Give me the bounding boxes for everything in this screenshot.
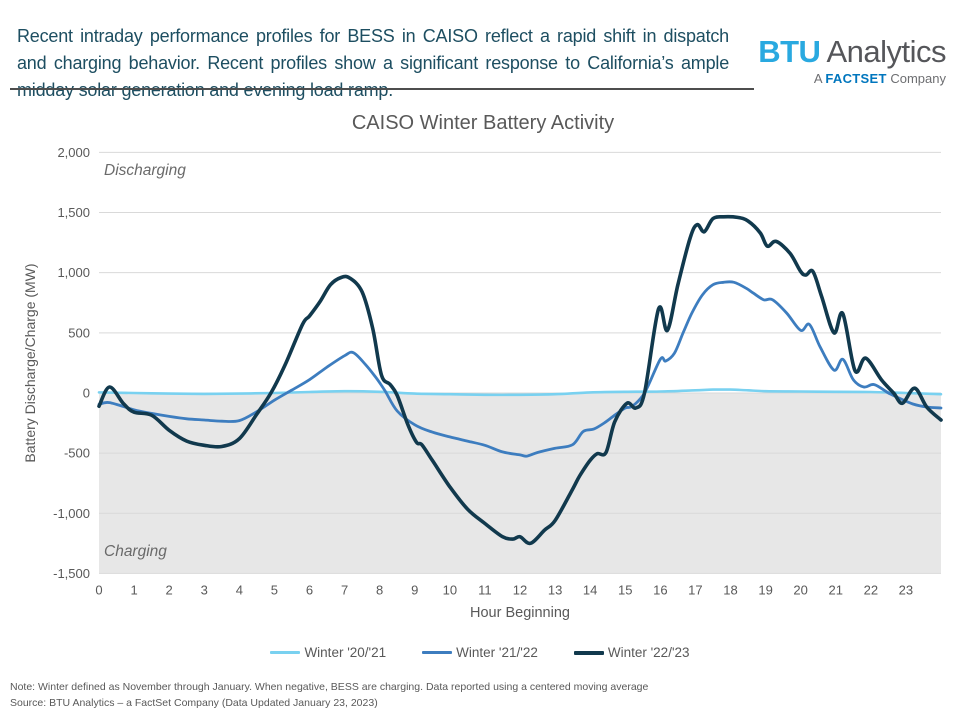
- x-tick-label: 12: [513, 582, 527, 597]
- legend-item-winter-21-22: Winter '21/'22: [422, 645, 538, 660]
- y-axis-title: Battery Discharge/Charge (MW): [22, 263, 38, 463]
- legend-swatch-icon: [270, 651, 301, 654]
- x-tick-label: 22: [864, 582, 878, 597]
- series-line-winter-20-21: [97, 388, 943, 397]
- x-tick-label: 1: [130, 582, 137, 597]
- footer-note: Note: Winter defined as November through…: [10, 681, 649, 693]
- legend-swatch-icon: [573, 650, 604, 655]
- x-tick-label: 6: [306, 582, 313, 597]
- header-rule-divider: [10, 88, 754, 90]
- tagline-suffix: Company: [890, 71, 946, 86]
- discharging-annotation: Discharging: [104, 162, 186, 179]
- x-tick-label: 11: [478, 582, 492, 597]
- x-tick-label: 19: [758, 582, 772, 597]
- brand-wordmark: BTU Analytics: [758, 36, 946, 67]
- y-tick-label: 500: [68, 325, 90, 340]
- x-tick-label: 13: [548, 582, 562, 597]
- x-tick-label: 15: [618, 582, 632, 597]
- legend-swatch-icon: [422, 651, 453, 654]
- x-tick-label: 4: [236, 582, 243, 597]
- y-tick-label: 2,000: [57, 145, 90, 160]
- legend-label: Winter '21/'22: [456, 645, 538, 660]
- x-tick-label: 3: [201, 582, 208, 597]
- x-tick-label: 7: [341, 582, 348, 597]
- footer-source: Source: BTU Analytics – a FactSet Compan…: [10, 697, 378, 709]
- y-tick-label: -500: [64, 446, 90, 461]
- chart-title: CAISO Winter Battery Activity: [351, 112, 615, 134]
- x-tick-label: 17: [688, 582, 702, 597]
- header-summary: Recent intraday performance profiles for…: [17, 26, 729, 100]
- x-tick-label: 16: [653, 582, 667, 597]
- series-line-winter-21-22: [97, 280, 943, 458]
- factset-tagline: A FACTSET Company: [758, 71, 946, 86]
- analytics-wordmark: Analytics: [826, 34, 946, 69]
- brand-logo: BTU Analytics A FACTSET Company: [758, 36, 946, 86]
- btu-wordmark: BTU: [758, 34, 821, 69]
- y-tick-label: 0: [83, 385, 90, 400]
- charging-annotation: Charging: [104, 543, 167, 560]
- x-tick-label: 14: [583, 582, 597, 597]
- y-tick-label: 1,000: [57, 265, 90, 280]
- tagline-prefix: A: [813, 71, 822, 86]
- x-tick-label: 5: [271, 582, 278, 597]
- x-tick-label: 20: [793, 582, 807, 597]
- legend-label: Winter '22/'23: [607, 645, 690, 660]
- charging-region-band: [99, 392, 941, 574]
- x-tick-label: 23: [899, 582, 913, 597]
- x-tick-label: 9: [411, 582, 418, 597]
- y-tick-label: -1,000: [53, 506, 90, 521]
- factset-brand: FACTSET: [825, 71, 887, 86]
- x-tick-label: 0: [95, 582, 102, 597]
- x-tick-label: 18: [723, 582, 737, 597]
- x-tick-label: 21: [829, 582, 843, 597]
- legend-item-winter-20-21: Winter '20/'21: [270, 645, 386, 660]
- x-axis-title: Hour Beginning: [470, 605, 570, 621]
- legend-label: Winter '20/'21: [304, 645, 387, 660]
- legend-item-winter-22-23: Winter '22/'23: [573, 645, 690, 660]
- y-tick-label: 1,500: [57, 205, 90, 220]
- x-tick-label: 2: [166, 582, 173, 597]
- x-tick-label: 8: [376, 582, 383, 597]
- y-tick-label: -1,500: [53, 566, 90, 581]
- chart-legend: Winter '20/'21 Winter '21/'22 Winter '22/'…: [0, 645, 960, 660]
- x-tick-label: 10: [443, 582, 457, 597]
- series-line-winter-22-23: [97, 214, 943, 546]
